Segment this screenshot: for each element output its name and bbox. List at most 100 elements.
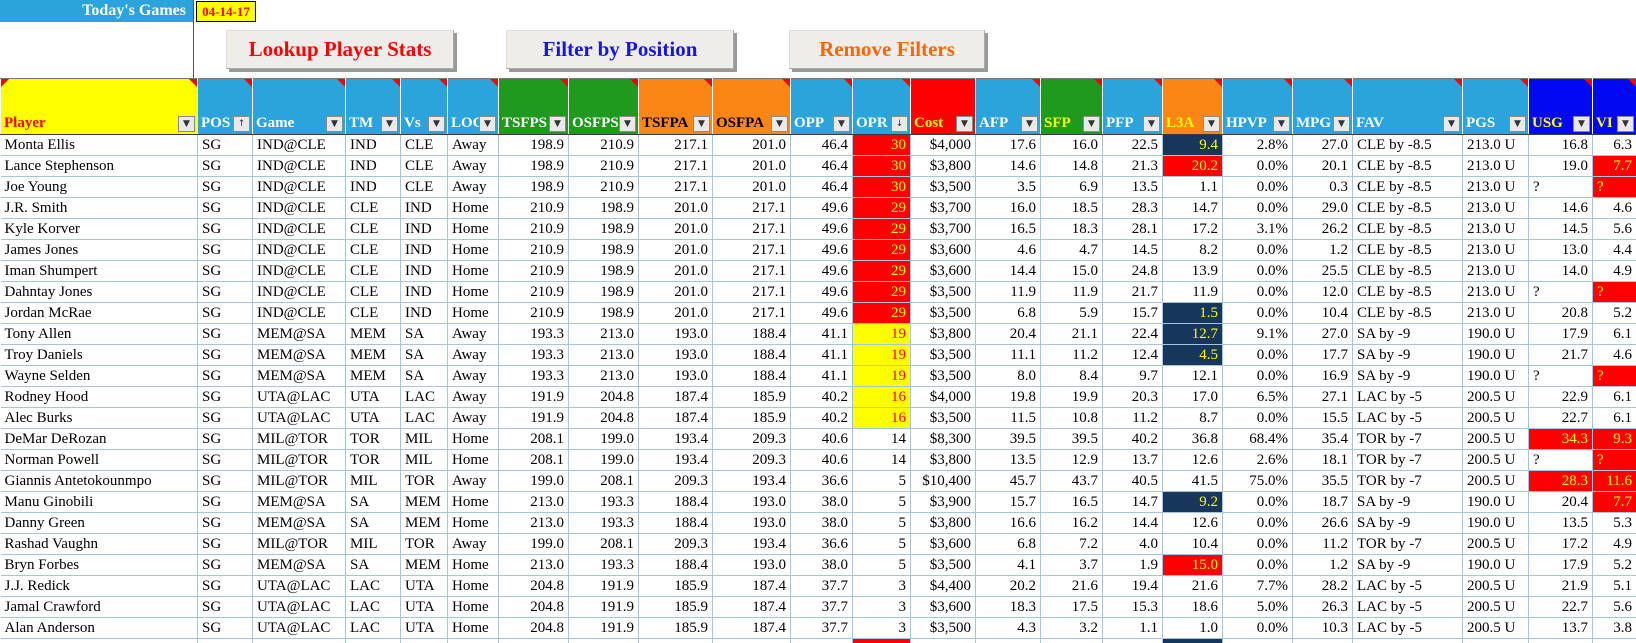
cell-fav[interactable]: SA by -9 xyxy=(1352,365,1463,387)
cell-l3a[interactable]: 12.7 xyxy=(1162,323,1223,345)
cell-vs[interactable]: MIL xyxy=(400,449,448,471)
cell-tsfpa[interactable]: 193.0 xyxy=(638,344,713,366)
cell-osfpa[interactable]: 209.3 xyxy=(712,449,791,471)
filter-dropdown-usg-chevron-down-icon[interactable]: ▼ xyxy=(1573,116,1590,132)
cell-osfps[interactable]: 199.0 xyxy=(568,449,639,471)
cell-osfps[interactable]: 191.9 xyxy=(568,617,639,639)
cell-afp[interactable]: 11.5 xyxy=(975,407,1041,429)
cell-osfpa[interactable]: 201.0 xyxy=(712,155,791,177)
cell-cost[interactable]: $3,600 xyxy=(910,596,976,618)
cell-sfp[interactable]: 16.2 xyxy=(1040,512,1103,534)
cell-vs[interactable]: MEM xyxy=(400,491,448,513)
cell-l3a[interactable]: 11.9 xyxy=(1162,281,1223,303)
filter-dropdown-pos-filter-sort-asc-icon[interactable]: ↑ xyxy=(233,116,250,132)
cell-fav[interactable]: SA by -9 xyxy=(1352,491,1463,513)
remove-filters-button[interactable]: Remove Filters xyxy=(789,30,985,69)
cell-pgs[interactable]: 200.5 U xyxy=(1462,533,1529,555)
cell-pos[interactable]: SG xyxy=(197,617,253,639)
cell-game[interactable]: IND@CLE xyxy=(252,218,346,240)
cell-osfpa[interactable]: 209.3 xyxy=(712,428,791,450)
cell-tsfps[interactable]: 199.0 xyxy=(498,533,569,555)
cell-fav[interactable]: TOR by -7 xyxy=(1352,470,1463,492)
cell-hpvp[interactable]: 7.7% xyxy=(1222,575,1293,597)
cell-tm[interactable]: LAC xyxy=(345,596,401,618)
cell-vs[interactable]: TOR xyxy=(400,533,448,555)
cell-vi[interactable]: ? xyxy=(1592,449,1636,471)
cell-pfp[interactable]: 13.7 xyxy=(1102,449,1163,471)
cell-usg[interactable]: 20.8 xyxy=(1528,302,1593,324)
filter-dropdown-opr-filter-sort-desc-icon[interactable]: ↓ xyxy=(891,116,908,132)
column-header-cost[interactable]: Cost ▼ xyxy=(910,78,976,135)
filter-dropdown-tsfps-chevron-down-icon[interactable]: ▼ xyxy=(549,116,566,132)
cell-vs[interactable]: LAC xyxy=(400,386,448,408)
cell-fav[interactable]: TOR by -7 xyxy=(1352,428,1463,450)
cell-hpvp[interactable]: 2.6% xyxy=(1222,449,1293,471)
cell-fav[interactable]: SA by -9 xyxy=(1352,323,1463,345)
cell-opr[interactable]: 29 xyxy=(852,302,911,324)
cell-fav[interactable]: TOR by -7 xyxy=(1352,449,1463,471)
cell-afp[interactable]: 4.1 xyxy=(975,554,1041,576)
cell-pfp[interactable]: 28.1 xyxy=(1102,218,1163,240)
cell-pos[interactable]: SG xyxy=(197,260,253,282)
cell-osfpa[interactable]: 188.4 xyxy=(712,323,791,345)
cell-fav[interactable]: CLE by -8.5 xyxy=(1352,134,1463,156)
cell-pgs[interactable]: 213.0 U xyxy=(1462,134,1529,156)
cell-loc[interactable]: Home xyxy=(447,197,499,219)
cell-pos[interactable]: SG xyxy=(197,239,253,261)
cell-fav[interactable]: SA by -9 xyxy=(1352,512,1463,534)
cell-sfp[interactable]: 10.8 xyxy=(1040,407,1103,429)
cell-vi[interactable]: 4.6 xyxy=(1592,197,1636,219)
cell-opr[interactable]: 16 xyxy=(852,386,911,408)
cell-hpvp[interactable]: 68.4% xyxy=(1222,428,1293,450)
cell-osfps[interactable]: 210.9 xyxy=(568,176,639,198)
cell-pos[interactable]: SG xyxy=(197,491,253,513)
cell-opp[interactable]: 40.6 xyxy=(790,449,853,471)
cell-cost[interactable]: $3,800 xyxy=(910,512,976,534)
cell-player[interactable]: Troy Daniels xyxy=(0,344,198,366)
cell-player[interactable]: Alec Burks xyxy=(0,407,198,429)
cell-pos[interactable]: SG xyxy=(197,134,253,156)
cell-usg[interactable]: 21.7 xyxy=(1528,344,1593,366)
cell-opp[interactable]: 41.1 xyxy=(790,323,853,345)
cell-opr[interactable]: 29 xyxy=(852,281,911,303)
cell-pfp[interactable]: 15.7 xyxy=(1102,302,1163,324)
cell-opr[interactable]: 5 xyxy=(852,512,911,534)
cell-cost[interactable]: $8,300 xyxy=(910,428,976,450)
cell-pfp[interactable]: 15.3 xyxy=(1102,596,1163,618)
cell-usg[interactable]: 21.9 xyxy=(1528,575,1593,597)
cell-tsfps[interactable]: 213.0 xyxy=(498,554,569,576)
cell-fav[interactable]: CLE by -8.5 xyxy=(1352,302,1463,324)
column-header-pfp[interactable]: PFP ▼ xyxy=(1102,78,1163,135)
cell-player[interactable]: Wayne Selden xyxy=(0,365,198,387)
cell-sfp[interactable]: 4.7 xyxy=(1040,239,1103,261)
cell-opp[interactable]: 46.4 xyxy=(790,155,853,177)
cell-tsfps[interactable]: 198.9 xyxy=(498,176,569,198)
cell-opr[interactable]: 5 xyxy=(852,533,911,555)
cell-hpvp[interactable]: 0.0% xyxy=(1222,554,1293,576)
cell-osfps[interactable]: 198.9 xyxy=(568,239,639,261)
cell-mpg[interactable]: 28.2 xyxy=(1292,575,1353,597)
cell-vs[interactable]: MEM xyxy=(400,554,448,576)
cell-opr[interactable]: 3 xyxy=(852,617,911,639)
cell-pfp[interactable]: 20.3 xyxy=(1102,386,1163,408)
cell-usg[interactable]: 13.5 xyxy=(1528,512,1593,534)
cell-mpg[interactable]: 1.2 xyxy=(1292,239,1353,261)
cell-mpg[interactable]: 11.2 xyxy=(1292,533,1353,555)
cell-mpg[interactable]: 35.5 xyxy=(1292,470,1353,492)
cell-l3a[interactable]: 9.2 xyxy=(1162,491,1223,513)
cell-afp[interactable]: 16.5 xyxy=(975,218,1041,240)
cell-fav[interactable]: LAC by -5 xyxy=(1352,596,1463,618)
cell-vi[interactable]: 9.3 xyxy=(1592,428,1636,450)
filter-dropdown-vs-chevron-down-icon[interactable]: ▼ xyxy=(428,116,445,132)
cell-tm[interactable]: SA xyxy=(345,554,401,576)
cell-tsfps[interactable]: 193.3 xyxy=(498,344,569,366)
cell-tm[interactable]: MEM xyxy=(345,323,401,345)
cell-fav[interactable]: SA by -9 xyxy=(1352,344,1463,366)
cell-tsfpa[interactable]: 209.3 xyxy=(638,533,713,555)
cell-opr[interactable]: 3 xyxy=(852,596,911,618)
cell-game[interactable]: UTA@LAC xyxy=(252,596,346,618)
cell-hpvp[interactable]: 0.0% xyxy=(1222,260,1293,282)
cell-mpg[interactable]: 10.4 xyxy=(1292,302,1353,324)
cell-opp[interactable]: 37.7 xyxy=(790,575,853,597)
cell-pfp[interactable]: 1.9 xyxy=(1102,554,1163,576)
